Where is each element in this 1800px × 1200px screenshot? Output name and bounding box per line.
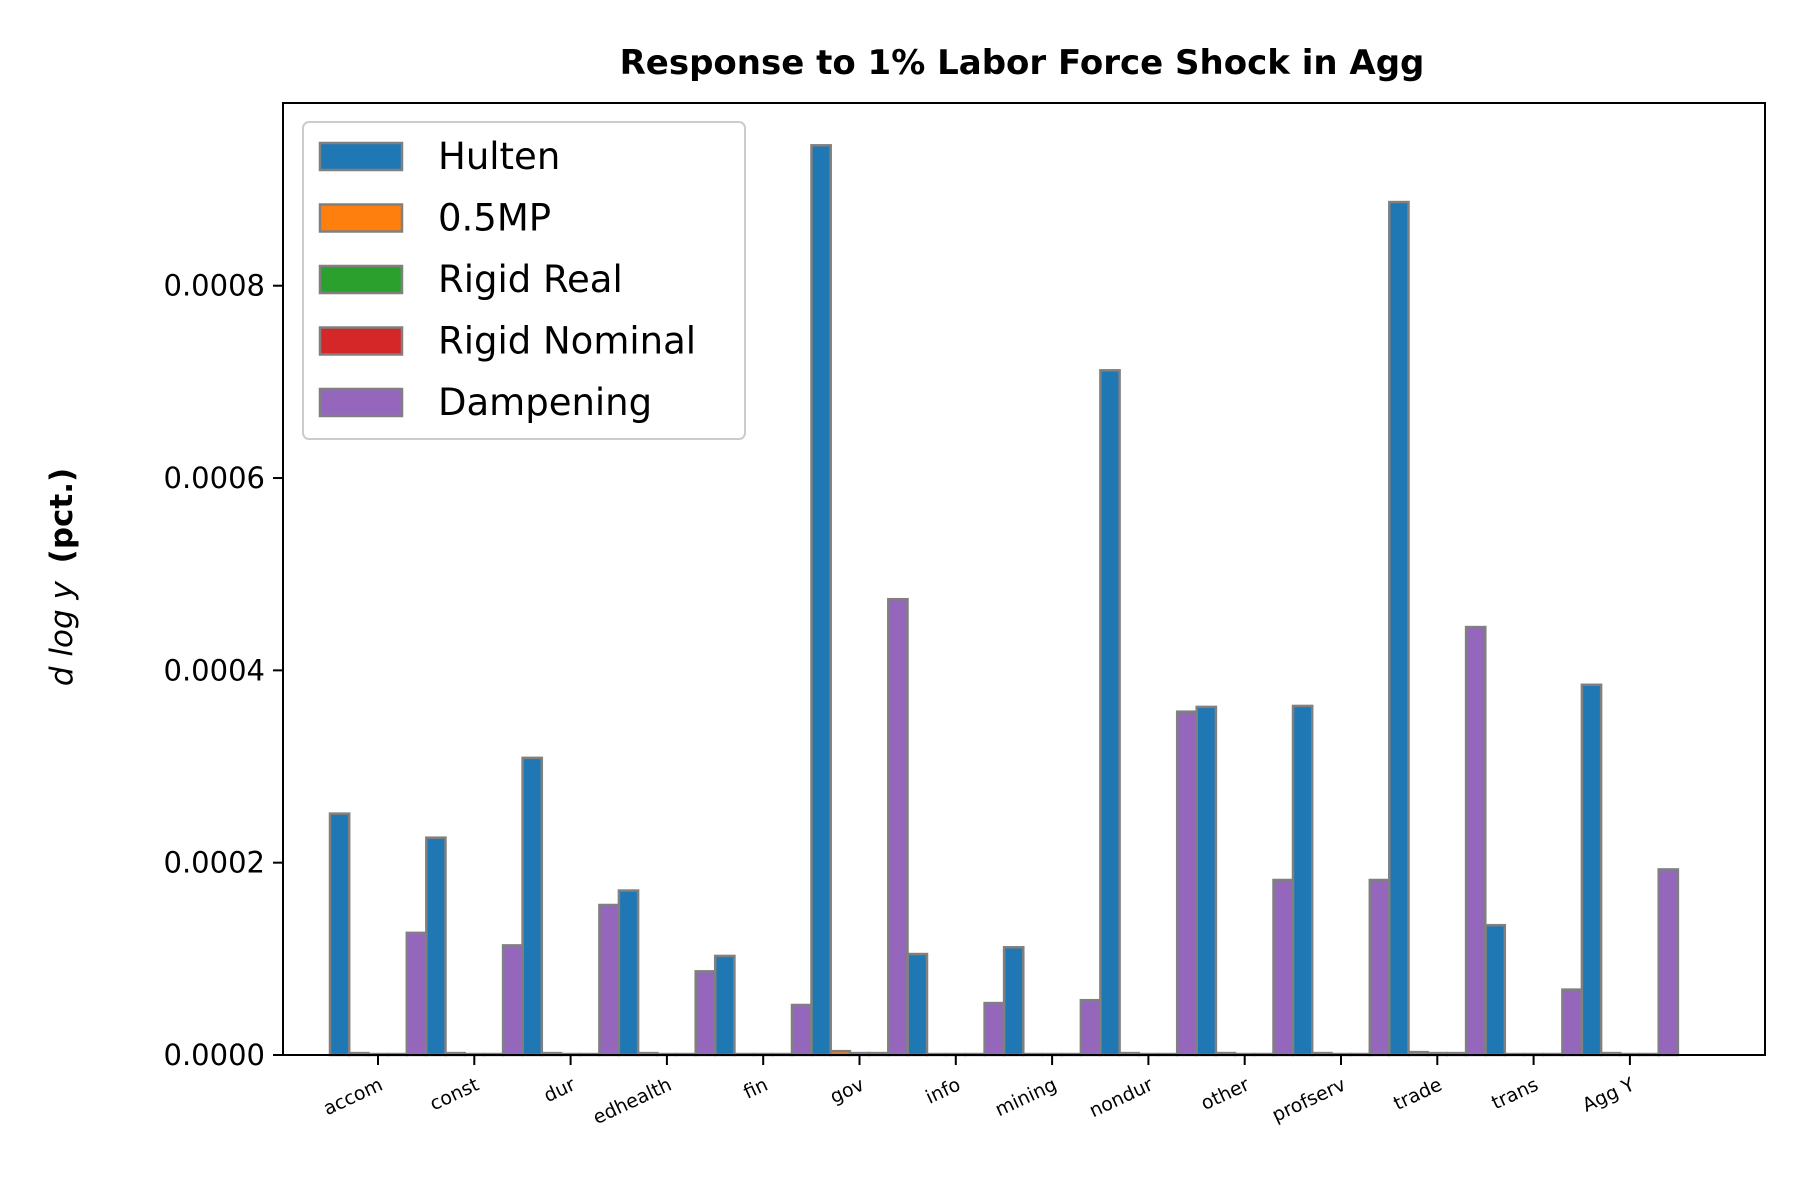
bar-hulten-other [1195, 705, 1218, 1057]
bar-hulten-info [906, 952, 929, 1057]
bar-hulten-trans [1484, 923, 1507, 1057]
legend: Hulten 0.5MP Rigid Real Rigid Nominal Dampen… [302, 121, 746, 440]
bar-dampening-nondur [1175, 710, 1198, 1057]
legend-label: 0.5MP [438, 197, 551, 240]
bar-hulten-fin [713, 954, 736, 1057]
bar-hulten-edhealth [617, 889, 640, 1057]
x-tick-label: gov [827, 1074, 868, 1109]
bar-hulten-gov [810, 144, 832, 1057]
bar-dampening-mining [1079, 998, 1102, 1057]
x-tick-label: accom [320, 1074, 386, 1120]
y-axis-label: d log y (pct.) [44, 468, 80, 686]
legend-box [302, 121, 746, 440]
bar-hulten-mining [1002, 946, 1025, 1057]
bar-hulten-trade [1388, 200, 1410, 1057]
bar-hulten-dur [521, 756, 544, 1057]
legend-swatch-hulten [318, 141, 404, 172]
x-tick-label: Agg Y [1579, 1073, 1638, 1116]
bar-dampening-const [501, 944, 524, 1057]
y-tick-label: 0.0008 [164, 269, 265, 303]
y-tick-label: 0.0000 [164, 1038, 265, 1072]
y-tick-label: 0.0004 [164, 653, 265, 687]
bar-dampening-agg-y [1657, 868, 1680, 1057]
bars-layer [328, 144, 1680, 1057]
bar-hulten-agg-y [1580, 683, 1603, 1057]
bar-dampening-info [983, 1001, 1006, 1057]
legend-swatch-dampening [318, 387, 404, 418]
x-tick-label: nondur [1086, 1074, 1157, 1123]
legend-swatch-rigid-real [318, 264, 404, 295]
bar-dampening-accom [405, 931, 428, 1057]
x-tick-label: profserv [1269, 1074, 1349, 1127]
bar-dampening-other [1272, 878, 1294, 1057]
legend-label: Hulten [438, 135, 560, 178]
bar-hulten-profserv [1291, 704, 1314, 1057]
y-axis: 0.0000 0.0002 0.0004 0.0006 0.0008 [164, 269, 283, 1072]
y-tick-label: 0.0006 [164, 461, 265, 495]
plot-area-frame [282, 102, 1766, 1056]
legend-label: Rigid Real [438, 258, 623, 301]
bar-dampening-fin [790, 1003, 813, 1057]
y-tick-label: 0.0002 [164, 846, 265, 880]
legend-label: Rigid Nominal [438, 320, 696, 363]
legend-swatch-rigid-nominal [318, 326, 404, 356]
x-tick-label: const [426, 1074, 482, 1116]
x-tick-label: info [922, 1074, 964, 1109]
x-tick-label: other [1198, 1074, 1253, 1115]
bar-dampening-edhealth [694, 970, 717, 1057]
bar-hulten-accom [328, 812, 351, 1057]
y-axis-label-bold: (pct.) [44, 468, 80, 564]
bar-dampening-gov [887, 597, 909, 1057]
x-tick-label: mining [992, 1074, 1060, 1122]
bar-dampening-trade [1464, 625, 1487, 1057]
x-tick-label: trans [1488, 1074, 1542, 1115]
x-tick-label: fin [740, 1074, 771, 1104]
y-axis-label-italic: d log y [44, 581, 80, 687]
x-tick-label: trade [1390, 1074, 1445, 1115]
svg-text:d log y (pct.): d log y (pct.) [44, 468, 80, 686]
x-tick-label: edhealth [590, 1074, 675, 1129]
legend-swatch-0-5mp [318, 203, 404, 233]
x-axis: accom const dur edhealth fin gov info mining non… [320, 1055, 1638, 1129]
bar-hulten-const [425, 836, 447, 1057]
legend-label: Dampening [438, 381, 652, 424]
chart-title: Response to 1% Labor Force Shock in Agg [620, 43, 1425, 83]
bar-dampening-dur [598, 903, 620, 1057]
bar-dampening-trans [1561, 988, 1583, 1057]
x-tick-label: dur [540, 1074, 578, 1108]
bar-dampening-profserv [1368, 878, 1391, 1057]
bar-hulten-nondur [1099, 369, 1121, 1057]
